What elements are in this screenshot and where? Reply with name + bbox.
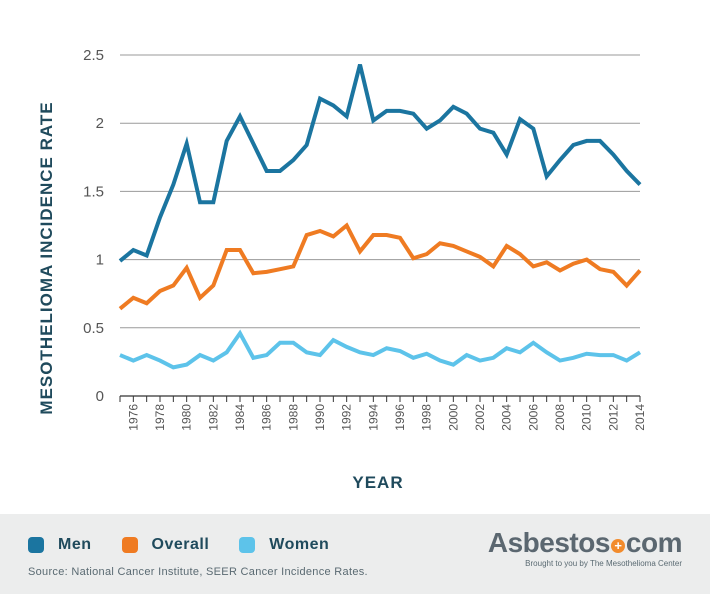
y-axis-title: MESOTHELIOMA INCIDENCE RATE xyxy=(37,101,56,414)
source-note: Source: National Cancer Institute, SEER … xyxy=(28,566,368,578)
y-tick-label: 2.5 xyxy=(83,47,104,64)
x-tick-label: 1986 xyxy=(260,404,274,431)
x-tick-label: 1996 xyxy=(393,404,407,431)
series-line-overall xyxy=(118,222,642,311)
legend-item-women: Women xyxy=(239,536,329,554)
legend-item-men: Men xyxy=(28,536,92,554)
legend-swatch-women xyxy=(239,537,256,553)
x-tick-label: 2000 xyxy=(446,404,460,431)
y-tick-label: 2 xyxy=(96,115,104,132)
brand-name-right: com xyxy=(625,527,683,558)
brand-name-left: Asbestos xyxy=(487,527,611,558)
legend-item-overall: Overall xyxy=(121,536,210,554)
brand-logo[interactable]: Asbestos + com Brought to you by The Mes… xyxy=(487,527,683,569)
x-axis-title: YEAR xyxy=(352,473,403,492)
brand-wordmark: Asbestos + com xyxy=(487,527,683,558)
y-tick-label: 0 xyxy=(96,388,104,405)
x-tick-label: 2002 xyxy=(473,404,487,431)
x-tick-label: 2010 xyxy=(580,404,594,431)
brand-tagline: Brought to you by The Mesothelioma Cente… xyxy=(525,559,682,568)
x-tick-label: 1998 xyxy=(420,404,434,431)
y-tick-label: 0.5 xyxy=(83,320,104,337)
x-tick-label: 1992 xyxy=(340,404,354,431)
legend-label-men: Men xyxy=(58,536,92,553)
x-tick-label: 1988 xyxy=(286,404,300,431)
x-tick-label: 1982 xyxy=(206,404,220,431)
legend-swatch-men xyxy=(28,537,44,553)
x-tick-label: 2006 xyxy=(526,404,540,431)
line-chart: 0 0.5 1 1.5 2 2.5 1976 1978 1980 1982 1984 1986 198… xyxy=(37,47,647,492)
x-tick-label: 2014 xyxy=(633,404,647,431)
x-tick-label: 2008 xyxy=(553,404,567,431)
chart-legend: Men Overall Women xyxy=(28,536,359,554)
x-tick-label: 1984 xyxy=(233,404,247,431)
x-tick-label: 1978 xyxy=(153,404,167,431)
chart-footer: Men Overall Women Source: National Cance… xyxy=(0,514,710,594)
x-tick-label: 2012 xyxy=(606,404,620,431)
x-tick-label: 1980 xyxy=(180,404,194,431)
x-tick-label: 2004 xyxy=(500,404,514,431)
x-tick-label: 1994 xyxy=(366,404,380,431)
legend-swatch-overall xyxy=(121,537,138,553)
legend-label-overall: Overall xyxy=(151,536,210,553)
legend-label-women: Women xyxy=(269,536,330,553)
plus-icon: + xyxy=(610,539,625,553)
series-line-women xyxy=(119,329,642,370)
series-line-men xyxy=(118,64,642,263)
y-tick-label: 1.5 xyxy=(83,183,104,200)
x-tick-label: 1976 xyxy=(126,404,140,431)
x-tick-label: 1990 xyxy=(313,404,327,431)
y-tick-label: 1 xyxy=(96,252,104,269)
